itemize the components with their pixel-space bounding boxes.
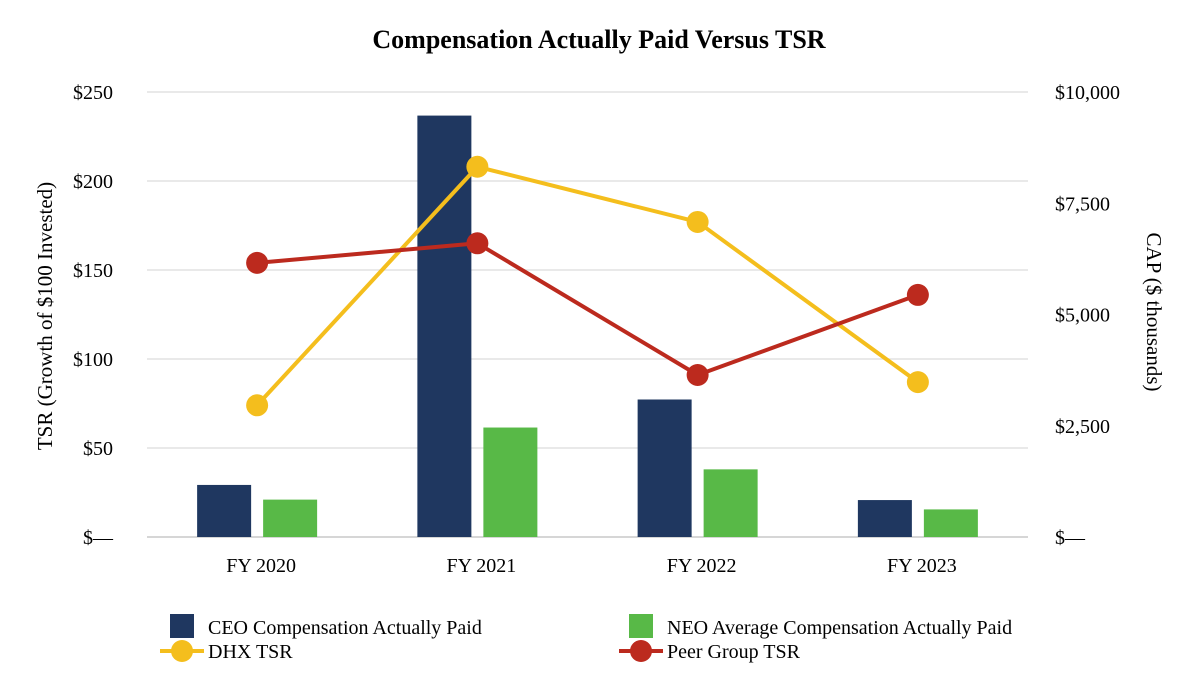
dhx-tsr-line [255, 164, 920, 407]
right-tick-label: $7,500 [1055, 193, 1110, 215]
legend-marker-dhx-tsr [171, 640, 193, 662]
right-axis-ticks: $— $2,500 $5,000 $7,500 $10,000 [1055, 82, 1120, 549]
right-tick-label: $2,500 [1055, 416, 1110, 438]
x-tick-label: FY 2023 [887, 555, 957, 577]
bars [197, 115, 978, 538]
legend-label-dhx-tsr: DHX TSR [208, 641, 293, 663]
right-axis-label: CAP ($ thousands) [1142, 232, 1166, 391]
x-tick-label: FY 2022 [667, 555, 737, 577]
peer-tsr-point [466, 232, 489, 255]
left-axis-label: TSR (Growth of $100 Invested) [33, 182, 57, 450]
legend-label-ceo-cap: CEO Compensation Actually Paid [208, 617, 482, 639]
neo-cap-bar [483, 427, 538, 537]
x-axis-ticks: FY 2020 FY 2021 FY 2022 FY 2023 [226, 555, 957, 577]
neo-cap-bar [923, 509, 978, 537]
legend-marker-peer-tsr [630, 640, 652, 662]
tsr-lines [246, 155, 929, 417]
legend-swatch-neo-cap [629, 614, 653, 638]
right-tick-label: $10,000 [1055, 82, 1120, 104]
legend-label-peer-tsr: Peer Group TSR [667, 641, 801, 663]
peer-tsr-point [686, 364, 709, 387]
gridlines [147, 91, 1028, 538]
neo-cap-bar [263, 499, 318, 537]
ceo-cap-bar [417, 115, 472, 538]
left-tick-label: $150 [73, 260, 113, 282]
left-tick-label: $250 [73, 82, 113, 104]
neo-cap-bar [703, 469, 758, 537]
legend-swatch-ceo-cap [170, 614, 194, 638]
peer-tsr-line [256, 241, 919, 378]
legend-label-neo-cap: NEO Average Compensation Actually Paid [667, 617, 1012, 639]
x-tick-label: FY 2021 [446, 555, 516, 577]
right-tick-label: $— [1055, 527, 1086, 549]
left-tick-label: $200 [73, 171, 113, 193]
x-tick-label: FY 2020 [226, 555, 296, 577]
left-tick-label: $50 [83, 438, 113, 460]
chart-title: Compensation Actually Paid Versus TSR [372, 25, 825, 54]
left-axis-ticks: $— $50 $100 $150 $200 $250 [73, 82, 114, 549]
right-tick-label: $5,000 [1055, 305, 1110, 327]
dhx-tsr-point [906, 371, 929, 394]
ceo-cap-bar [637, 399, 692, 537]
peer-tsr-point [906, 283, 929, 306]
legend: CEO Compensation Actually Paid NEO Avera… [160, 614, 1012, 663]
ceo-cap-bar [857, 500, 912, 537]
ceo-cap-bar [197, 484, 252, 537]
left-tick-label: $— [83, 527, 114, 549]
dhx-tsr-point [246, 394, 269, 417]
dhx-tsr-point [466, 155, 489, 178]
peer-tsr-point [246, 251, 269, 274]
dhx-tsr-point [686, 210, 709, 233]
left-tick-label: $100 [73, 349, 113, 371]
